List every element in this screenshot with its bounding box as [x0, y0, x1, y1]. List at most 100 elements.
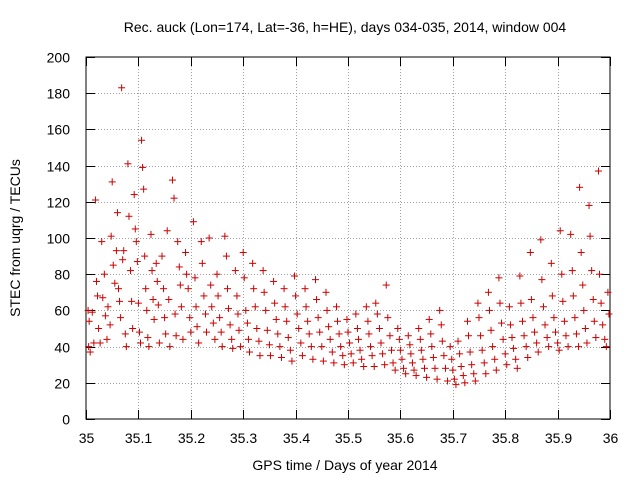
data-point: [558, 270, 566, 278]
data-point: [263, 326, 271, 334]
y-tick-label: 120: [47, 195, 71, 211]
data-point: [153, 277, 161, 285]
data-point: [330, 359, 338, 367]
y-tick-label: 160: [47, 122, 71, 138]
data-point: [240, 274, 248, 282]
data-point: [485, 306, 493, 314]
data-point: [468, 361, 476, 369]
data-point: [96, 339, 104, 347]
data-point: [325, 323, 333, 331]
data-point: [543, 334, 551, 342]
data-point: [590, 317, 598, 325]
x-tick-label: 35.3: [230, 430, 257, 446]
data-point: [104, 303, 112, 311]
data-point: [352, 310, 360, 318]
x-tick-label: 35: [79, 430, 95, 446]
data-point: [286, 346, 294, 354]
x-axis-label: GPS time / Days of year 2014: [252, 457, 437, 473]
data-point: [277, 353, 285, 361]
data-point: [346, 339, 354, 347]
data-point: [291, 272, 299, 280]
data-point: [318, 343, 326, 351]
data-point: [569, 292, 577, 300]
data-point: [576, 183, 584, 191]
data-point: [344, 328, 352, 336]
data-point: [161, 314, 169, 322]
data-point: [389, 359, 397, 367]
data-point: [312, 276, 320, 284]
data-point: [222, 252, 230, 260]
y-tick-label: 200: [47, 50, 71, 66]
data-point: [242, 306, 250, 314]
data-point: [218, 343, 226, 351]
data-point: [559, 297, 567, 305]
data-point: [400, 364, 408, 372]
data-point: [402, 370, 410, 378]
data-point: [396, 346, 404, 354]
data-point: [555, 346, 563, 354]
data-point: [256, 352, 264, 360]
data-point: [301, 285, 309, 293]
data-point: [572, 330, 580, 338]
data-point: [522, 343, 530, 351]
data-point: [423, 373, 431, 381]
data-point: [168, 176, 176, 184]
data-point: [108, 178, 116, 186]
data-point: [251, 303, 259, 311]
data-point: [499, 335, 507, 343]
data-point: [193, 323, 201, 331]
grid: [86, 57, 610, 419]
data-point: [130, 191, 138, 199]
data-point: [343, 315, 351, 323]
data-point: [150, 315, 158, 323]
data-point: [597, 299, 605, 307]
data-point: [147, 230, 155, 238]
data-point: [428, 343, 436, 351]
x-tick-label: 35.7: [440, 430, 467, 446]
data-point: [412, 372, 420, 380]
data-point: [228, 335, 236, 343]
data-point: [154, 301, 162, 309]
data-point: [116, 297, 124, 305]
x-tick-label: 35.5: [335, 430, 362, 446]
data-point: [326, 335, 334, 343]
data-point: [158, 252, 166, 260]
data-point: [354, 335, 362, 343]
data-point: [319, 357, 327, 365]
y-tick-label: 80: [54, 267, 70, 283]
data-point: [501, 350, 509, 358]
data-point: [604, 288, 612, 296]
y-tick-label: 60: [54, 303, 70, 319]
data-point: [471, 377, 479, 385]
data-point: [91, 196, 99, 204]
data-point: [177, 303, 185, 311]
data-point: [446, 343, 454, 351]
data-point: [314, 314, 322, 322]
data-point: [148, 267, 156, 275]
data-point: [395, 335, 403, 343]
data-point: [433, 375, 441, 383]
data-point: [307, 343, 315, 351]
data-point: [564, 343, 572, 351]
data-point: [517, 299, 525, 307]
data-point: [581, 325, 589, 332]
data-point: [114, 285, 122, 293]
data-point: [404, 332, 412, 340]
data-point: [127, 267, 135, 275]
data-point: [382, 281, 390, 289]
data-point: [444, 377, 452, 385]
data-point: [266, 352, 274, 360]
data-point: [427, 330, 435, 338]
data-point: [113, 209, 121, 217]
data-point: [191, 274, 199, 282]
data-point: [454, 337, 462, 345]
data-point: [229, 344, 237, 352]
data-point: [298, 352, 306, 360]
data-point: [99, 294, 107, 302]
data-point: [270, 277, 278, 285]
data-point: [260, 288, 268, 296]
data-point: [249, 259, 257, 267]
data-point: [437, 321, 445, 329]
data-point: [94, 292, 102, 300]
data-point: [588, 267, 596, 275]
